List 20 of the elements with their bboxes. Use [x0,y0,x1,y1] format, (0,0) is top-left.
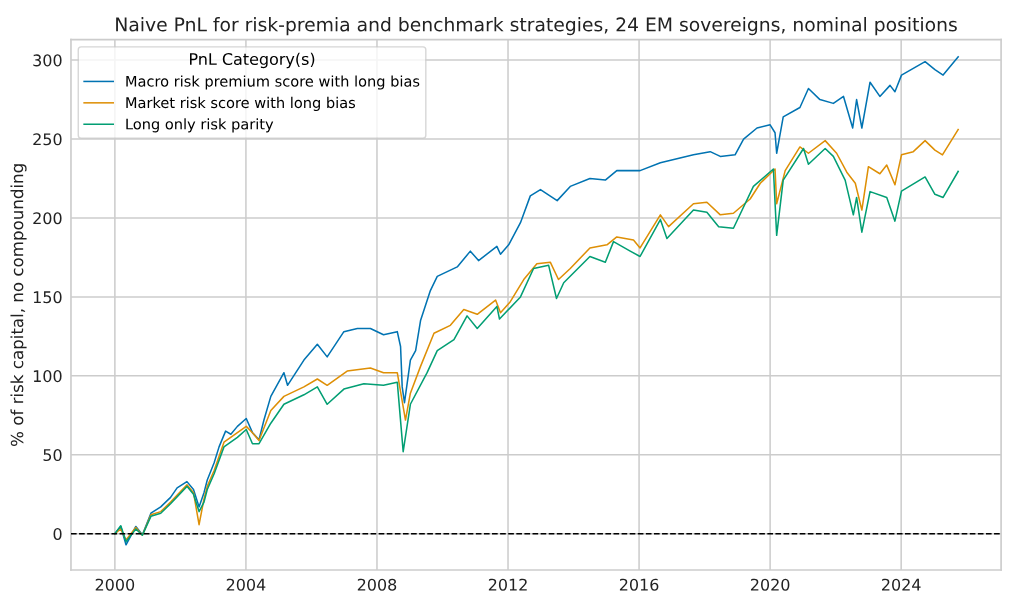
x-tick-label: 2024 [882,578,921,591]
chart-title: Naive PnL for risk-premia and benchmark strategies, 24 EM sovereigns, nominal positions [116,17,957,36]
legend-title: PnL Category(s) [190,52,315,69]
y-tick-label: 50 [43,448,62,462]
legend-label: Market risk score with long bias [126,96,356,111]
x-tick-label: 2016 [619,578,659,591]
legend-label: Long only risk parity [126,118,274,133]
legend-label: Macro risk premium score with long bias [126,75,420,90]
x-tick-label: 2012 [488,578,527,591]
y-tick-label: 0 [53,527,62,541]
y-tick-label: 100 [33,370,62,383]
y-tick-label: 200 [33,212,62,225]
y-tick-label: 300 [33,54,62,67]
y-tick-label: 250 [33,133,62,146]
x-tick-label: 2004 [226,578,266,591]
x-tick-label: 2000 [95,578,135,591]
x-tick-label: 2020 [750,578,790,591]
y-tick-label: 150 [33,291,62,304]
y-axis-title: % of risk capital, no compounding [10,164,27,446]
x-tick-label: 2008 [357,578,397,591]
